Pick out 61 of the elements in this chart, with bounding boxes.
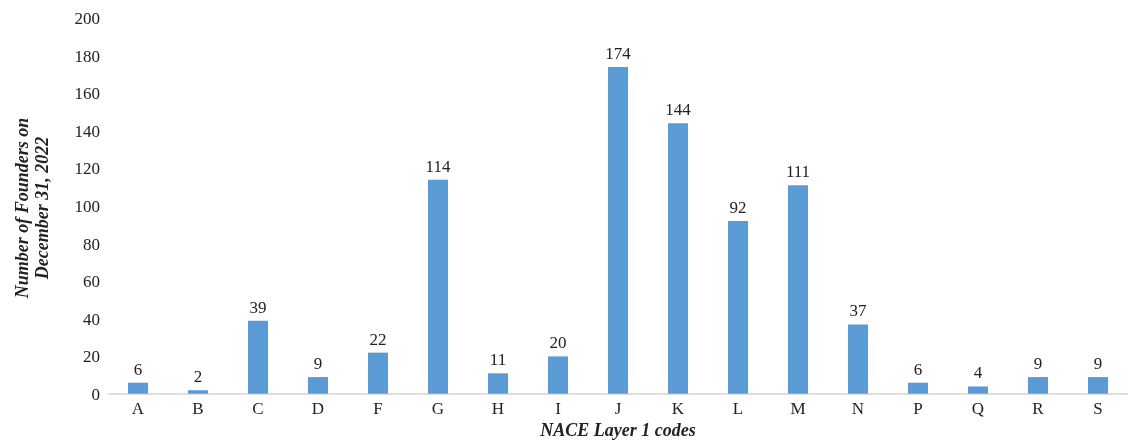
bar	[488, 373, 508, 394]
y-tick-label: 20	[83, 347, 100, 367]
x-tick-label: Q	[971, 399, 985, 419]
x-tick-label: K	[671, 399, 685, 419]
data-label: 39	[249, 297, 267, 317]
y-axis-title: Number of Founders on December 31, 2022	[12, 117, 52, 300]
y-tick-label: 180	[74, 46, 100, 66]
x-tick-label: L	[732, 399, 744, 419]
x-tick-label: F	[373, 399, 383, 419]
data-label: 9	[1093, 354, 1103, 374]
x-tick-label: G	[431, 399, 445, 419]
x-tick-label: I	[555, 399, 562, 419]
data-label: 114	[425, 156, 451, 176]
y-tick-label: 140	[74, 121, 100, 141]
x-axis-title: NACE Layer 1 codes	[539, 420, 696, 440]
x-tick-label: A	[131, 399, 145, 419]
x-tick-label: H	[491, 399, 505, 419]
bar	[1088, 377, 1108, 394]
y-tick-label: 0	[91, 385, 100, 405]
x-tick-label: B	[192, 399, 204, 419]
bar	[788, 185, 808, 394]
bar	[668, 123, 688, 394]
data-label: 4	[973, 363, 983, 383]
data-label: 9	[313, 354, 323, 374]
data-label: 174	[605, 43, 632, 63]
x-tick-label: J	[614, 399, 622, 419]
y-tick-label: 100	[74, 197, 100, 217]
y-tick-label: 60	[83, 272, 100, 292]
bar	[968, 386, 988, 394]
x-tick-label: M	[790, 399, 806, 419]
data-label: 11	[489, 350, 507, 370]
x-tick-label: D	[311, 399, 325, 419]
x-tick-label: P	[913, 399, 923, 419]
bar	[728, 221, 748, 394]
bar	[308, 377, 328, 394]
y-tick-label: 80	[83, 234, 100, 254]
data-label: 92	[729, 198, 747, 218]
bar	[248, 320, 268, 394]
data-label: 2	[193, 367, 203, 387]
x-tick-label: R	[1032, 399, 1045, 419]
bar	[608, 66, 628, 394]
data-label: 111	[785, 162, 811, 182]
x-tick-label: S	[1093, 399, 1103, 419]
x-tick-label: N	[851, 399, 865, 419]
data-label: 20	[549, 333, 567, 353]
data-label: 37	[849, 301, 867, 321]
data-label: 9	[1033, 354, 1043, 374]
y-tick-label: 160	[74, 84, 100, 104]
y-tick-label: 200	[74, 9, 100, 29]
data-label: 6	[133, 359, 143, 379]
bar	[1028, 377, 1048, 394]
bar	[848, 324, 868, 394]
data-label: 6	[913, 359, 923, 379]
bar	[428, 179, 448, 394]
y-tick-label: 120	[74, 159, 100, 179]
data-label: 22	[369, 329, 387, 349]
bar	[548, 356, 568, 394]
bar	[368, 352, 388, 394]
x-tick-label: C	[252, 399, 264, 419]
data-label: 144	[665, 100, 692, 120]
y-tick-label: 40	[83, 309, 100, 329]
